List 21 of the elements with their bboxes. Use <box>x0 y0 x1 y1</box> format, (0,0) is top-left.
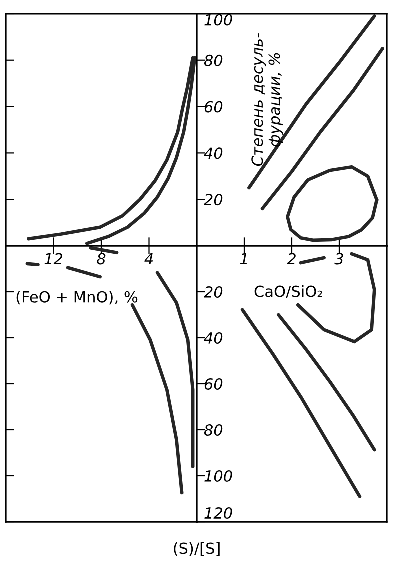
x-tick-label: 2 <box>287 253 296 265</box>
x-tick-label: 8 <box>97 253 106 265</box>
x-tick-label: 1 <box>240 253 248 265</box>
y-tick-label: 60 <box>204 378 223 390</box>
y-tick-label: 100 <box>204 14 232 26</box>
y-tick-label: 100 <box>204 470 232 482</box>
y-tick-label: 60 <box>204 101 223 113</box>
x-tick-label: 3 <box>334 253 344 265</box>
y-tick-label: 20 <box>204 194 223 206</box>
y-axis-title: (S)/[S] <box>174 542 220 556</box>
y-tick-label: 80 <box>204 424 223 436</box>
x-tick-label: 12 <box>44 253 63 265</box>
y-tick-label: 120 <box>204 507 232 520</box>
y-tick-label: 80 <box>204 54 223 66</box>
x-tick-label: 4 <box>144 253 154 265</box>
x-axis-title: CaO/SiO₂ <box>254 286 322 299</box>
y-axis-title: Степень десуль- фурации, % <box>252 33 284 166</box>
y-tick-label: 40 <box>204 332 223 344</box>
y-tick-label: 20 <box>204 286 223 298</box>
x-axis-title: (FeO + MnO), % <box>16 291 138 305</box>
y-tick-label: 40 <box>204 148 223 160</box>
